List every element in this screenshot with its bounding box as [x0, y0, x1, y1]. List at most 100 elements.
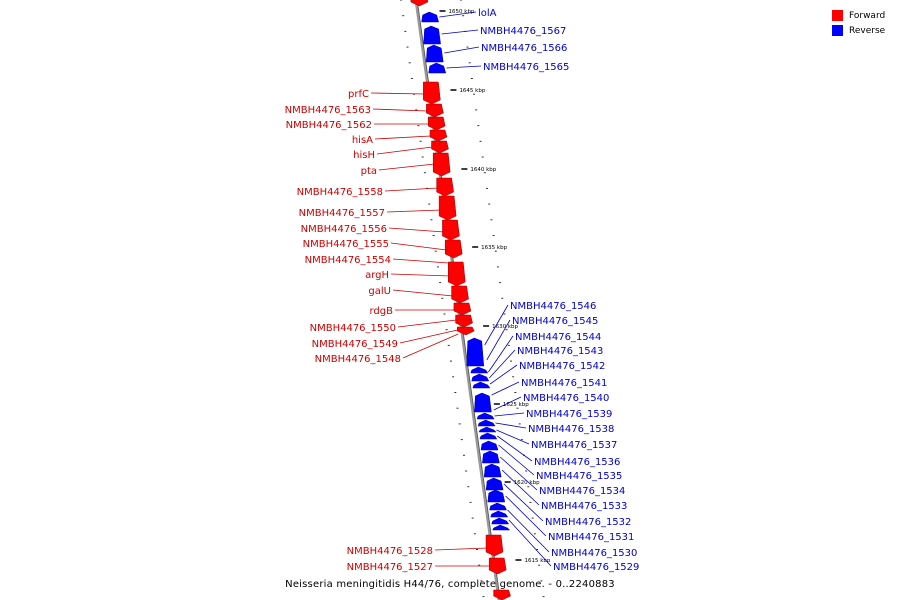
reverse-gene-block — [471, 373, 490, 382]
forward-gene-block — [431, 140, 449, 154]
reverse-leader-line — [486, 319, 511, 361]
reverse-leader-line — [507, 509, 550, 553]
reverse-gene-label: lolA — [478, 8, 497, 19]
forward-gene-label: NMBH4476_1557 — [299, 208, 385, 219]
forward-leader-line — [390, 273, 451, 277]
tick-label: 1615 kbp — [524, 558, 550, 564]
reverse-leader-line — [498, 444, 535, 476]
forward-gene-label: NMBH4476_1549 — [312, 339, 398, 350]
reverse-leader-line — [439, 11, 477, 18]
forward-leader-line — [376, 146, 433, 155]
reverse-gene-block — [489, 502, 507, 511]
reverse-gene-block — [491, 517, 510, 525]
reverse-gene-label: NMBH4476_1544 — [515, 332, 601, 343]
forward-gene-block — [426, 103, 444, 118]
forward-gene-block — [456, 326, 475, 336]
forward-gene-label: NMBH4476_1558 — [297, 187, 383, 198]
forward-gene-label: NMBH4476_1562 — [286, 120, 372, 131]
reverse-leader-line — [491, 381, 520, 396]
forward-gene-label: NMBH4476_1555 — [303, 239, 389, 250]
reverse-leader-line — [488, 349, 516, 379]
reverse-gene-block — [425, 44, 444, 63]
forward-leader-line — [386, 209, 442, 213]
forward-leader-line — [397, 319, 457, 328]
gene-features — [410, 0, 511, 600]
reverse-gene-label: NMBH4476_1531 — [548, 532, 634, 543]
tick-label: 1620 kbp — [514, 480, 540, 486]
forward-gene-label: prfC — [348, 89, 369, 100]
legend-forward: Forward — [832, 8, 892, 23]
legend: Forward Reverse — [832, 8, 892, 38]
reverse-leader-line — [446, 65, 482, 69]
forward-gene-label: NMBH4476_1563 — [285, 105, 371, 116]
forward-gene-block — [410, 0, 429, 7]
reverse-gene-label: NMBH4476_1539 — [526, 409, 612, 420]
reverse-leader-line — [508, 519, 552, 567]
reverse-gene-block — [474, 392, 492, 413]
reverse-gene-label: NMBH4476_1538 — [528, 424, 614, 435]
forward-gene-label: NMBH4476_1550 — [310, 323, 396, 334]
forward-leader-line — [402, 333, 459, 359]
forward-gene-block — [453, 302, 472, 316]
genome-caption: Neisseria meningitidis H44/76, complete … — [285, 579, 615, 590]
reverse-gene-label: NMBH4476_1533 — [541, 501, 627, 512]
legend-forward-label: Forward — [849, 10, 886, 21]
gene-labels: prfC NMBH4476_1563 NMBH4476_1562 hisA hisH pt… — [285, 8, 640, 573]
tick-label: 1640 kbp — [470, 167, 496, 173]
forward-gene-block — [485, 534, 504, 557]
reverse-gene-block — [482, 450, 500, 464]
forward-gene-label: hisH — [353, 150, 375, 161]
reverse-gene-label: NMBH4476_1534 — [539, 486, 625, 497]
forward-gene-block — [444, 239, 463, 259]
forward-leader-line — [392, 258, 449, 264]
reverse-gene-block — [421, 11, 439, 23]
tick-label: 1650 kbp — [449, 9, 475, 15]
reverse-leader-line — [497, 435, 533, 462]
reverse-gene-label: NMBH4476_1536 — [534, 457, 620, 468]
forward-gene-block — [429, 129, 448, 142]
reverse-gene-block — [428, 62, 447, 74]
reverse-leader-line — [503, 483, 544, 522]
reverse-leader-line — [444, 46, 480, 54]
reverse-gene-label: NMBH4476_1530 — [551, 548, 637, 559]
reverse-leader-line — [489, 364, 518, 385]
reverse-gene-label: NMBH4476_1537 — [531, 440, 617, 451]
forward-leader-line — [399, 329, 458, 344]
reverse-gene-block — [483, 463, 502, 478]
reverse-gene-block — [485, 477, 504, 491]
forward-gene-block — [436, 177, 454, 197]
tick-label: 1645 kbp — [459, 88, 485, 94]
forward-swatch — [832, 10, 843, 21]
forward-gene-block — [423, 81, 441, 105]
reverse-gene-label: NMBH4476_1543 — [517, 346, 603, 357]
forward-gene-block — [455, 314, 473, 328]
forward-gene-label: NMBH4476_1554 — [305, 255, 391, 266]
forward-leader-line — [370, 92, 426, 95]
forward-leader-line — [384, 187, 439, 192]
reverse-leader-line — [501, 469, 540, 506]
reverse-gene-label: NMBH4476_1566 — [481, 43, 567, 54]
reverse-gene-label: NMBH4476_1529 — [553, 562, 639, 573]
forward-gene-label: NMBH4476_1548 — [315, 354, 401, 365]
reverse-gene-label: NMBH4476_1540 — [523, 393, 609, 404]
forward-leader-line — [434, 547, 488, 551]
legend-reverse-label: Reverse — [849, 25, 886, 36]
reverse-gene-label: NMBH4476_1532 — [545, 517, 631, 528]
reverse-gene-label: NMBH4476_1546 — [510, 301, 596, 312]
reverse-leader-line — [505, 495, 547, 537]
forward-gene-label: pta — [361, 166, 377, 177]
reverse-leader-line — [494, 412, 525, 417]
forward-gene-label: hisA — [352, 135, 373, 146]
reverse-leader-line — [441, 29, 479, 35]
reverse-leader-line — [496, 429, 530, 445]
reverse-gene-block — [423, 25, 441, 45]
reverse-leader-line — [488, 335, 514, 373]
reverse-gene-block — [479, 432, 498, 440]
scale-ticks: 1650 kbp 1645 kbp 1640 kbp 1635 kbp 1630 kbp… — [400, 0, 551, 598]
forward-gene-label: NMBH4476_1556 — [301, 224, 387, 235]
reverse-gene-block — [480, 440, 499, 451]
reverse-gene-block — [466, 337, 485, 367]
reverse-gene-block — [490, 510, 509, 518]
forward-gene-block — [493, 589, 511, 600]
forward-leader-line — [372, 108, 428, 112]
